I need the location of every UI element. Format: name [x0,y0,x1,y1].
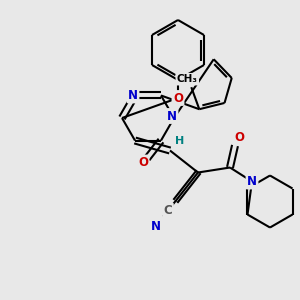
Text: O: O [234,131,244,144]
Text: N: N [247,175,257,188]
Text: CH₃: CH₃ [177,74,198,84]
Text: C: C [164,204,172,217]
Text: O: O [138,156,148,169]
Text: N: N [167,110,177,122]
Text: N: N [151,220,161,233]
Text: O: O [173,92,183,104]
Text: N: N [128,89,138,102]
Text: H: H [176,136,184,146]
